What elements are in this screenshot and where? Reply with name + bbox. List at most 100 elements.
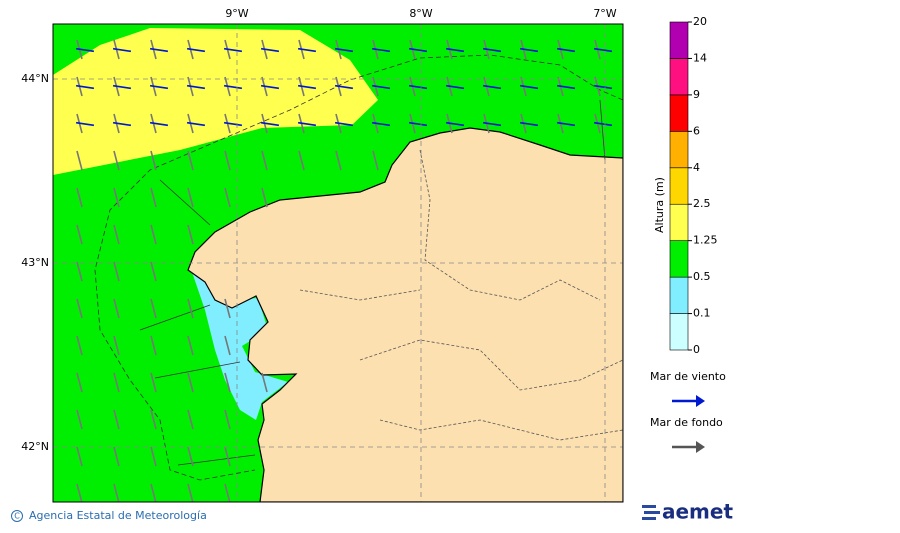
wind-arrow [482, 84, 502, 90]
colorbar-swatch [669, 58, 689, 96]
legend-arrowhead [696, 441, 705, 453]
swell-arrow [113, 298, 120, 319]
swell-arrow [187, 224, 194, 245]
colorbar-label: 0 [693, 343, 700, 356]
swell-arrow [150, 150, 157, 171]
wind-arrow [408, 84, 428, 90]
grid [53, 24, 623, 502]
swell-arrow [150, 261, 157, 282]
swell-arrow [150, 298, 157, 319]
swell-arrow [298, 150, 305, 171]
swell-arrow [113, 150, 120, 171]
wind-arrow [334, 121, 354, 127]
wind-arrow [223, 84, 243, 90]
wind-arrow [593, 84, 613, 90]
wind-arrow [371, 121, 391, 127]
swell-arrow [76, 298, 83, 319]
colorbar-swatch [669, 203, 689, 241]
swell-arrow [187, 409, 194, 430]
swell-arrow [76, 372, 83, 393]
swell-arrow [113, 335, 120, 356]
swell-arrow [113, 187, 120, 208]
wind-arrow [260, 47, 280, 53]
swell-arrow [224, 187, 231, 208]
wind-arrow [260, 121, 280, 127]
wind-arrow [556, 121, 576, 127]
wind-arrow [445, 84, 465, 90]
colorbar-label: 6 [693, 124, 700, 137]
wind-arrow [556, 47, 576, 53]
wind-arrow [482, 47, 502, 53]
wind-arrow [297, 84, 317, 90]
swell-arrow [335, 150, 342, 171]
y-tick-label: 44°N [21, 72, 49, 85]
logo-mark [642, 505, 660, 520]
logo: aemet [662, 500, 733, 524]
wind-arrow [149, 47, 169, 53]
wind-arrow [371, 84, 391, 90]
swell-arrow [113, 224, 120, 245]
wind-arrow [297, 121, 317, 127]
swell-arrow [224, 335, 231, 356]
swell-arrow [113, 483, 120, 502]
swell-arrow [187, 372, 194, 393]
swell-arrow [113, 261, 120, 282]
colorbar-swatch [669, 276, 689, 314]
wind-arrow [482, 121, 502, 127]
swell-arrow [76, 446, 83, 467]
wind-arrow [223, 47, 243, 53]
swell-arrow [187, 150, 194, 171]
wind-arrow [186, 84, 206, 90]
colorbar-label: 2.5 [693, 197, 711, 210]
wind-arrow [75, 84, 95, 90]
swell-arrow [150, 187, 157, 208]
wind-arrow [593, 47, 613, 53]
wind-arrow [556, 84, 576, 90]
wind-arrow [408, 121, 428, 127]
colorbar-swatch [669, 131, 689, 169]
wind-arrow [371, 47, 391, 53]
wind-arrow [519, 84, 539, 90]
swell-arrow [150, 409, 157, 430]
wave-arrows [75, 39, 613, 502]
swell-arrow [224, 446, 231, 467]
colorbar-swatch [669, 167, 689, 205]
wind-arrow [149, 84, 169, 90]
wind-arrow [75, 121, 95, 127]
swell-arrow [224, 409, 231, 430]
wind-arrow [186, 121, 206, 127]
wind-arrow [75, 47, 95, 53]
wind-arrow [149, 121, 169, 127]
y-tick-label: 43°N [21, 256, 49, 269]
swell-arrow [187, 298, 194, 319]
copyright-icon [11, 510, 23, 522]
colorbar: 0 0.1 0.5 1.25 2.5 4 6 9 14 20 [669, 15, 718, 356]
colorbar-label: 20 [693, 15, 707, 28]
colorbar-label: 4 [693, 161, 700, 174]
swell-arrow [150, 483, 157, 502]
swell-arrow [224, 298, 231, 319]
wave-zone-high [53, 28, 378, 175]
swell-arrow [76, 261, 83, 282]
legend: Mar de viento Mar de fondo [650, 370, 726, 453]
wind-arrow [408, 47, 428, 53]
copyright-c: C [14, 512, 20, 521]
swell-arrow [187, 187, 194, 208]
colorbar-label: 1.25 [693, 234, 718, 247]
swell-arrow [261, 187, 268, 208]
wind-arrow [519, 47, 539, 53]
x-tick-label: 8°W [409, 7, 432, 20]
swell-arrow [150, 372, 157, 393]
wind-arrow [297, 47, 317, 53]
credit: Agencia Estatal de Meteorología [29, 509, 207, 522]
swell-arrow [76, 150, 83, 171]
swell-arrow [224, 483, 231, 502]
swell-arrow [187, 483, 194, 502]
swell-arrow [76, 335, 83, 356]
boundary-dashed [94, 54, 623, 481]
swell-arrow [150, 446, 157, 467]
land [187, 127, 623, 502]
colorbar-title: Altura (m) [653, 177, 666, 233]
wind-arrow [593, 121, 613, 127]
borders [299, 149, 623, 441]
